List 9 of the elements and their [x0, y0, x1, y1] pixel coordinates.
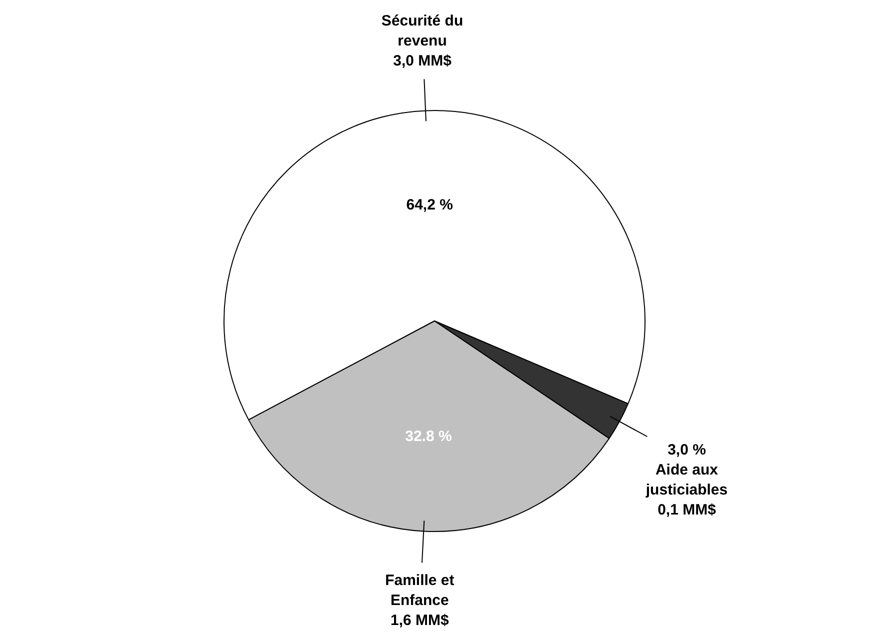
data-label: 64,2 % — [406, 196, 453, 214]
slice-label: Aide aux justiciables — [644, 462, 728, 499]
slice-label: Famille et Enfance — [385, 572, 454, 609]
data-label: 3,0 % — [668, 442, 706, 459]
data-label: 32.8 % — [405, 428, 452, 445]
text: 3,0 MM$ — [393, 52, 452, 70]
slice-label: Sécurité du revenu — [381, 12, 464, 50]
text: 1,6 MM$ — [390, 612, 449, 629]
text: 0,1 MM$ — [658, 502, 716, 519]
